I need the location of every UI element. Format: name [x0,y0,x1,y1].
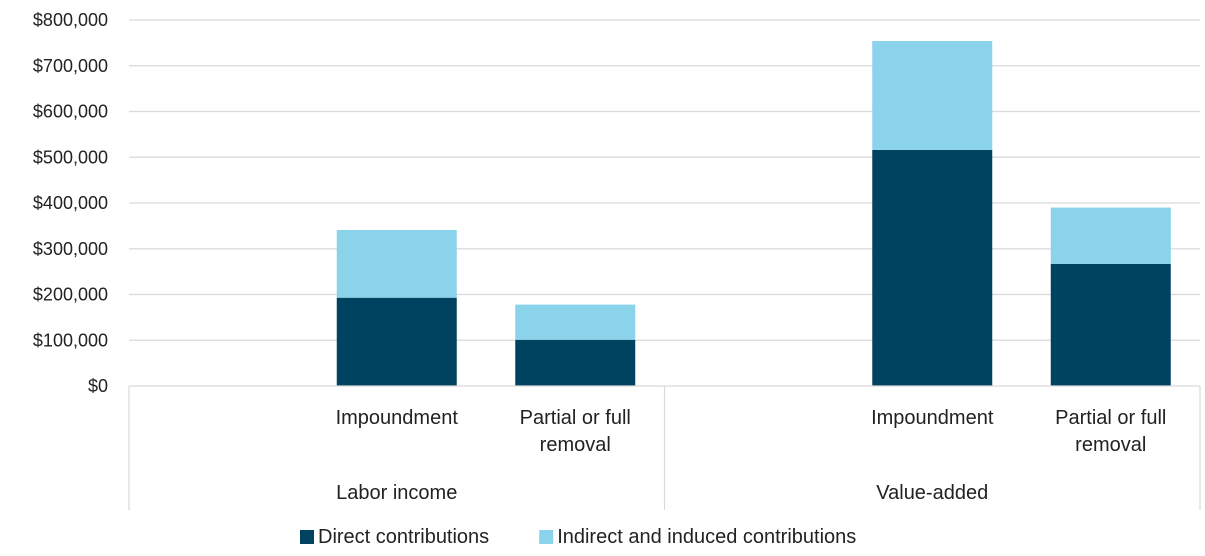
bar-segment-direct [1050,263,1171,386]
bar-segment-direct [336,297,457,386]
legend-item[interactable]: Indirect and induced contributions [539,526,856,548]
bar-segment-direct [515,339,636,386]
group-label: Labor income [336,482,457,504]
bar-segment-direct [872,149,993,386]
y-tick-label: $400,000 [33,193,108,213]
category-label: Partial or full removal [1055,407,1166,456]
legend[interactable]: Direct contributions Indirect and induced… [300,526,856,548]
bar-segment-indirect-induced [872,41,993,150]
y-tick-label: $0 [88,376,108,396]
category-axis: Impoundment Partial or full removal Labor i… [128,385,1201,510]
y-axis-tick-labels: $0 $100,000 $200,000 $300,000 $400,000 $500,0… [33,10,108,396]
category-label: Impoundment [871,407,994,429]
bar-segment-indirect-induced [1050,207,1171,264]
y-tick-label: $700,000 [33,56,108,76]
bar-segment-indirect-induced [336,229,457,298]
legend-swatch [539,530,554,544]
category-label: Impoundment [336,407,459,429]
y-tick-label: $600,000 [33,102,108,122]
category-label: Partial or full removal [520,407,631,456]
group-label: Value-added [876,482,988,504]
legend-item[interactable]: Direct contributions [300,526,489,548]
legend-swatch [300,530,314,544]
y-tick-label: $800,000 [33,10,108,30]
y-tick-label: $200,000 [33,285,108,305]
bar-segment-indirect-induced [515,304,636,340]
y-tick-label: $500,000 [33,147,108,167]
legend-label: Indirect and induced contributions [557,526,856,548]
y-tick-label: $100,000 [33,330,108,350]
gridlines [129,19,1200,341]
legend-label: Direct contributions [318,526,489,548]
y-tick-label: $300,000 [33,239,108,259]
bars [336,41,1171,386]
